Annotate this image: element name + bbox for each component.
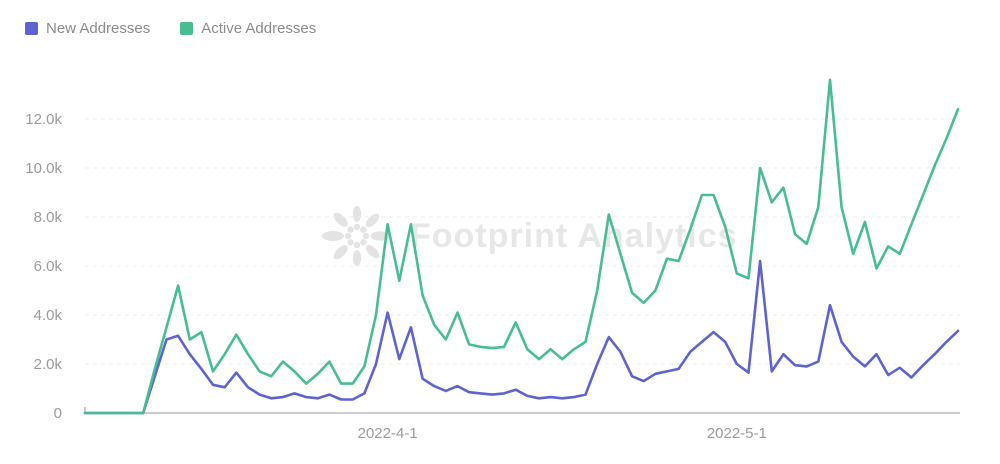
legend-swatch-new-addresses (25, 22, 38, 35)
legend-swatch-active-addresses (180, 22, 194, 35)
y-axis-tick-label: 8.0k (34, 209, 63, 226)
legend-label-new-addresses: New Addresses (46, 20, 151, 37)
series-line-new-addresses[interactable] (83, 259, 960, 415)
legend-item-active-addresses[interactable]: Active Addresses (180, 20, 316, 37)
x-axis-tick-label: 2022-4-1 (358, 425, 418, 442)
legend-item-new-addresses[interactable]: New Addresses (25, 20, 150, 37)
y-axis-tick-label: 6.0k (34, 258, 63, 275)
legend-label-active-addresses: Active Addresses (201, 20, 317, 37)
y-axis-tick-label: 12.0k (25, 111, 62, 128)
y-axis-tick-label: 0 (54, 405, 62, 422)
x-axis-tick-label: 2022-5-1 (707, 425, 767, 442)
y-axis-tick-label: 2.0k (34, 356, 63, 373)
legend: New Addresses Active Addresses (25, 20, 316, 37)
series-line-active-addresses[interactable] (83, 78, 960, 415)
y-axis-tick-label: 10.0k (25, 160, 62, 177)
y-axis-tick-label: 4.0k (34, 307, 63, 324)
